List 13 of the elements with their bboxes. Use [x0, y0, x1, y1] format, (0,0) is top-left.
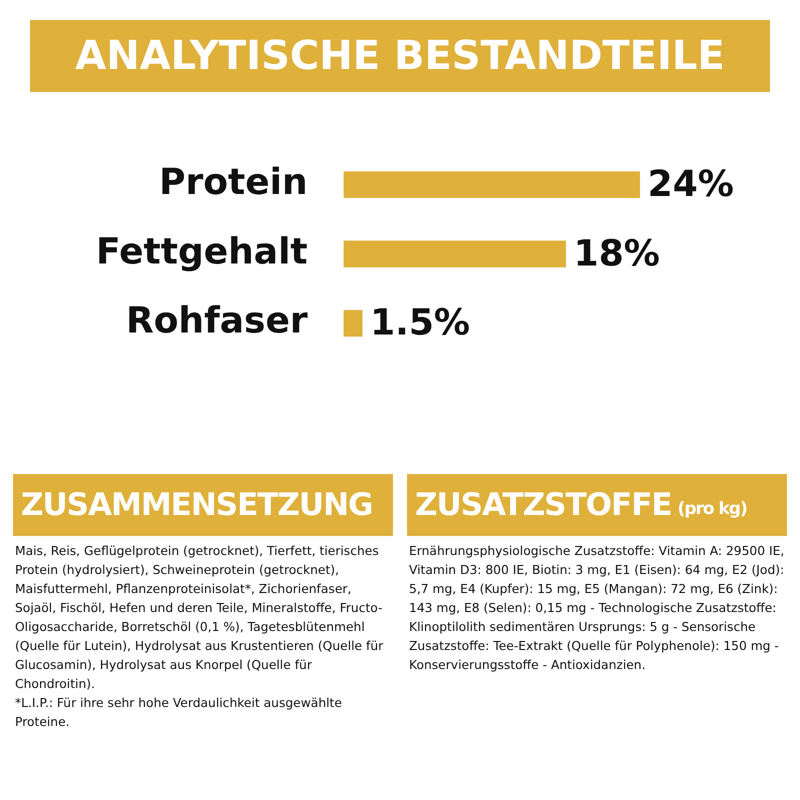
text: ZUSAMMENSETZUNG	[21, 487, 372, 523]
y-tick-label: Protein	[159, 162, 308, 204]
text: (pro kg)	[678, 499, 747, 519]
text: Ernährungsphysiologische Zusatzstoffe: Vitamin A: 29500 IE, Vitamin D3: 800 IE, Biotin: 3 mg, E1 (Eisen): 64 mg, E2 (Jod): 5,7 mg, E4 (Kupfer): 15 mg, E5 (Mangan): 72 mg, E6 (Zink): 143 mg, E8 (Selen): 0,15 mg - Technologische Zusatzstoffe: Klinoptilolith sedimentären Ursprungs: 5 g - Sensorische Zusatzstoffe: Tee-Extrakt (Quelle für Polyphenole): 150 mg - Konservierungsstoffe - Antioxidanzien.	[409, 543, 785, 674]
chart-title: ANALYTISCHE BESTANDTEILE	[30, 20, 770, 92]
y-tick-label: Fettgehalt	[96, 231, 308, 272]
text: ZUSATZSTOFFE	[415, 487, 672, 523]
data-label: 24%	[648, 164, 734, 206]
text: *L.I.P.: Für ihre sehr hohe Verdaulichkeit ausgewählte Proteine.	[15, 695, 343, 731]
text: Mais, Reis, Geflügelprotein (getrocknet), Tierfett, tierisches Protein (hydrolysiert), Schweineprotein (getrocknet), Maisfuttermehl, Pflanzenproteinisolat*, Zichorienfaser, Sojaöl, Fischöl, Hefen und deren Teile, Mineralstoffe, Fructo-Oligosaccharide, Borretschöl (0,1 %), Tagetesblütenmehl (Quelle für Lutein), Hydrolysat aus Krustentieren (Quelle für Glucosamin), Hydrolysat aus Knorpel (Quelle für Chondroitin).	[15, 543, 384, 693]
data-label: 18%	[574, 233, 660, 274]
y-tick-label: Rohfaser	[126, 300, 308, 342]
data-label: 1.5%	[370, 302, 470, 344]
